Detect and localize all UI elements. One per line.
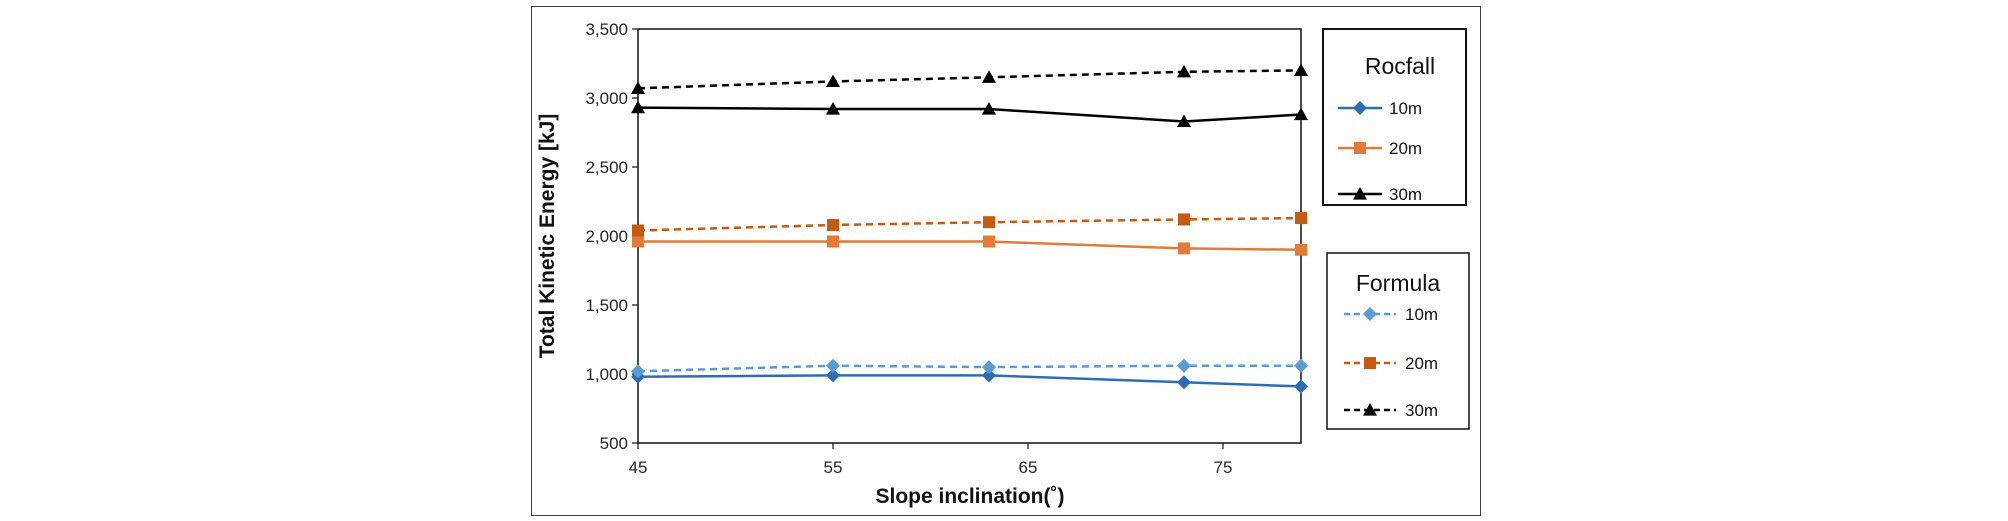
legend-sample-formula-30m (1344, 403, 1396, 416)
data-point (827, 235, 839, 248)
x-axis-title: Slope inclination(˚) (876, 485, 1065, 508)
data-point (1294, 358, 1308, 373)
data-point (982, 368, 996, 383)
series-rocfall-20m (632, 235, 1307, 256)
legend-sample-marker (1354, 142, 1366, 154)
series-formula-30m (631, 63, 1308, 94)
data-point (826, 102, 840, 115)
data-point (1177, 375, 1191, 390)
series-layer (631, 63, 1308, 394)
data-point (632, 235, 644, 248)
series-formula-10m (631, 358, 1308, 379)
legend-sample-rocfall-20m (1338, 142, 1382, 154)
x-tick-label: 65 (1019, 458, 1038, 477)
x-tick-label: 75 (1214, 458, 1233, 477)
data-point (983, 235, 995, 248)
series-line (637, 106, 1302, 123)
legend-formula-box (1326, 252, 1470, 430)
legend-formula-label-20m: 20m (1405, 354, 1438, 373)
legend-sample-rocfall-30m (1338, 187, 1382, 200)
legend-rocfall-label-20m: 20m (1389, 139, 1422, 158)
x-axis-ticks: 45 55 65 75 (629, 443, 1233, 477)
line-chart: 500 1,000 1,500 2,000 2,500 3,000 3,500 45 55 65… (536, 20, 1470, 508)
data-point (1178, 213, 1190, 226)
data-point (631, 100, 645, 114)
y-tick-label: 500 (600, 434, 628, 453)
legend-sample-marker (1353, 101, 1367, 115)
data-point (631, 364, 645, 379)
legend-sample-marker (1363, 403, 1377, 416)
series-line (637, 374, 1302, 388)
x-tick-label: 55 (824, 458, 843, 477)
legend-formula: Formula 10m 20m 30m (1326, 252, 1470, 430)
data-point (1294, 379, 1308, 394)
series-line (637, 69, 1302, 90)
data-point (1177, 64, 1191, 78)
y-tick-label: 1,500 (585, 296, 628, 315)
legend-rocfall-box (1322, 28, 1467, 206)
data-point (826, 368, 840, 383)
legend-sample-marker (1364, 357, 1376, 369)
legend-sample-rocfall-10m (1338, 101, 1382, 115)
legend-sample-formula-20m (1344, 357, 1396, 369)
data-point (982, 102, 996, 115)
series-formula-20m (632, 212, 1307, 237)
data-point (826, 358, 840, 373)
data-point (631, 81, 645, 94)
legend-formula-title: Formula (1356, 270, 1441, 296)
legend-rocfall: Rocfall 10m 20m 30m (1322, 28, 1467, 206)
series-line (638, 240, 1302, 252)
series-line (637, 216, 1302, 232)
legend-rocfall-label-10m: 10m (1389, 99, 1422, 118)
y-tick-label: 1,000 (585, 365, 628, 384)
y-axis-title: Total Kinetic Energy [kJ] (536, 114, 559, 359)
legend-rocfall-label-30m: 30m (1389, 185, 1422, 204)
data-point (632, 224, 644, 237)
legend-sample-marker (1363, 307, 1377, 321)
data-point (983, 216, 995, 229)
chart-frame: 500 1,000 1,500 2,000 2,500 3,000 3,500 45 55 65… (531, 6, 1481, 516)
data-point (1295, 212, 1307, 225)
data-point (826, 74, 840, 88)
y-tick-label: 2,000 (585, 227, 628, 246)
legend-formula-label-30m: 30m (1405, 401, 1438, 420)
series-rocfall-30m (631, 100, 1308, 128)
legend-rocfall-title: Rocfall (1365, 53, 1435, 79)
data-point (982, 360, 996, 375)
legend-formula-label-10m: 10m (1405, 305, 1438, 324)
y-tick-label: 3,000 (585, 89, 628, 108)
plot-area (637, 28, 1302, 444)
data-point (1294, 107, 1308, 121)
data-point (982, 70, 996, 83)
series-line (637, 364, 1301, 373)
x-tick-label: 45 (629, 458, 648, 477)
data-point (1295, 243, 1307, 256)
data-point (1294, 63, 1308, 76)
data-point (1177, 114, 1191, 128)
data-point (1178, 242, 1190, 255)
data-point (1177, 358, 1191, 373)
y-tick-label: 2,500 (585, 158, 628, 177)
y-tick-label: 3,500 (585, 20, 628, 39)
data-point (827, 218, 839, 231)
y-axis-ticks: 500 1,000 1,500 2,000 2,500 3,000 3,500 (585, 20, 638, 453)
legend-sample-formula-10m (1344, 307, 1396, 321)
series-rocfall-10m (631, 368, 1308, 394)
legend-sample-marker (1353, 187, 1367, 200)
